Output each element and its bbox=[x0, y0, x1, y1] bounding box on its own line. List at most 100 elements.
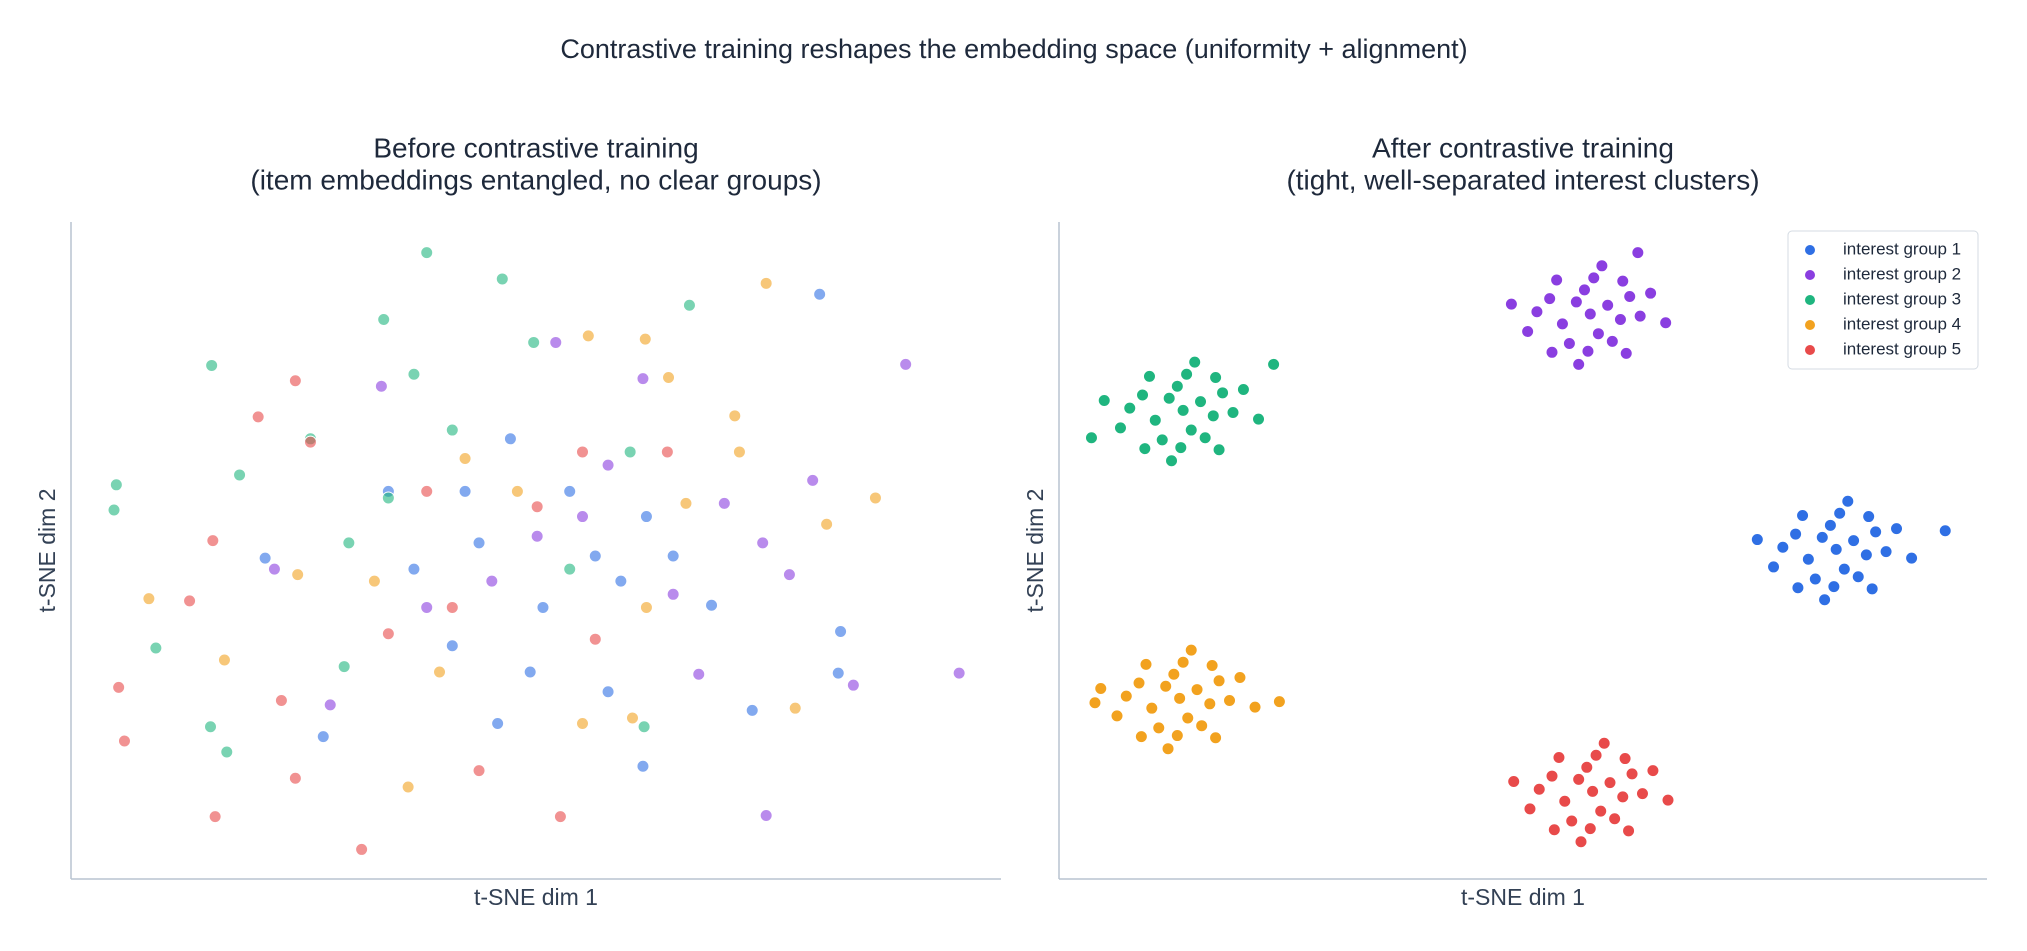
point bbox=[503, 432, 517, 446]
point bbox=[1847, 534, 1861, 548]
point bbox=[1558, 794, 1572, 808]
point bbox=[288, 771, 302, 785]
point bbox=[1521, 325, 1535, 338]
point bbox=[666, 587, 680, 601]
point bbox=[1837, 562, 1851, 576]
point bbox=[1110, 709, 1124, 723]
point bbox=[472, 536, 486, 550]
legend-label: interest group 4 bbox=[1843, 314, 1961, 333]
point bbox=[756, 536, 770, 550]
point bbox=[1631, 246, 1645, 260]
point bbox=[1188, 355, 1202, 369]
point bbox=[1619, 346, 1633, 360]
point bbox=[1601, 298, 1615, 312]
point bbox=[1216, 386, 1230, 400]
point bbox=[1088, 696, 1102, 710]
point bbox=[868, 491, 882, 505]
point bbox=[1174, 441, 1188, 455]
point bbox=[563, 562, 577, 576]
legend-marker bbox=[1805, 295, 1815, 305]
point bbox=[601, 685, 615, 699]
point bbox=[401, 780, 415, 794]
point bbox=[109, 478, 123, 492]
point bbox=[1543, 292, 1557, 306]
point bbox=[1170, 379, 1184, 393]
point bbox=[1613, 312, 1627, 326]
point bbox=[337, 660, 351, 674]
point bbox=[1176, 655, 1190, 669]
point bbox=[1550, 273, 1564, 287]
point bbox=[1267, 357, 1281, 371]
point bbox=[662, 370, 676, 384]
point bbox=[1532, 782, 1546, 796]
point bbox=[523, 665, 537, 679]
point bbox=[625, 711, 639, 725]
point bbox=[530, 529, 544, 543]
point bbox=[420, 246, 434, 260]
point bbox=[1138, 442, 1152, 456]
point bbox=[117, 734, 131, 748]
point bbox=[445, 600, 459, 614]
point bbox=[1226, 406, 1240, 420]
point bbox=[1577, 283, 1591, 297]
legend: interest group 1 interest group 2 interest… bbox=[1787, 230, 1979, 370]
legend-label: interest group 3 bbox=[1843, 289, 1961, 308]
point bbox=[1507, 775, 1521, 789]
point bbox=[1142, 369, 1156, 383]
point bbox=[183, 594, 197, 608]
point bbox=[1223, 694, 1237, 708]
point bbox=[1879, 545, 1893, 559]
point bbox=[1890, 522, 1904, 536]
point bbox=[1152, 721, 1166, 735]
point bbox=[274, 694, 288, 708]
point bbox=[1622, 824, 1636, 838]
point bbox=[1587, 271, 1601, 285]
point bbox=[1504, 297, 1518, 311]
point bbox=[1583, 307, 1597, 321]
point bbox=[1272, 695, 1286, 709]
point bbox=[1545, 345, 1559, 359]
point bbox=[728, 409, 742, 423]
point bbox=[1829, 542, 1843, 556]
legend-marker bbox=[1805, 270, 1815, 280]
point bbox=[527, 335, 541, 349]
point bbox=[1595, 259, 1609, 273]
point bbox=[1236, 383, 1250, 397]
point bbox=[1597, 736, 1611, 750]
point bbox=[355, 842, 369, 856]
point bbox=[1572, 357, 1586, 371]
point bbox=[233, 468, 247, 482]
point bbox=[1616, 274, 1630, 288]
point bbox=[536, 600, 550, 614]
point bbox=[813, 287, 827, 301]
point bbox=[1589, 748, 1603, 762]
point bbox=[1581, 344, 1595, 358]
x-axis-label: t-SNE dim 1 bbox=[1461, 884, 1585, 910]
point bbox=[217, 653, 231, 667]
point bbox=[1776, 540, 1790, 554]
point bbox=[1869, 525, 1883, 539]
point bbox=[1865, 582, 1879, 596]
point bbox=[732, 445, 746, 459]
point bbox=[458, 452, 472, 466]
point bbox=[485, 574, 499, 588]
point bbox=[316, 730, 330, 744]
legend-label: interest group 2 bbox=[1843, 264, 1961, 283]
point bbox=[220, 745, 234, 759]
point bbox=[1530, 305, 1544, 319]
subplot-title: (item embeddings entangled, no clear gro… bbox=[250, 164, 821, 195]
point bbox=[107, 503, 121, 517]
point bbox=[205, 358, 219, 372]
point bbox=[1796, 508, 1810, 522]
point bbox=[1123, 401, 1137, 415]
point bbox=[1808, 572, 1822, 586]
point bbox=[1583, 822, 1597, 836]
point bbox=[1132, 676, 1146, 690]
point bbox=[1195, 719, 1209, 733]
point bbox=[846, 678, 860, 692]
point bbox=[1555, 317, 1569, 331]
point bbox=[636, 759, 650, 773]
point bbox=[1545, 769, 1559, 783]
point bbox=[1170, 729, 1184, 743]
